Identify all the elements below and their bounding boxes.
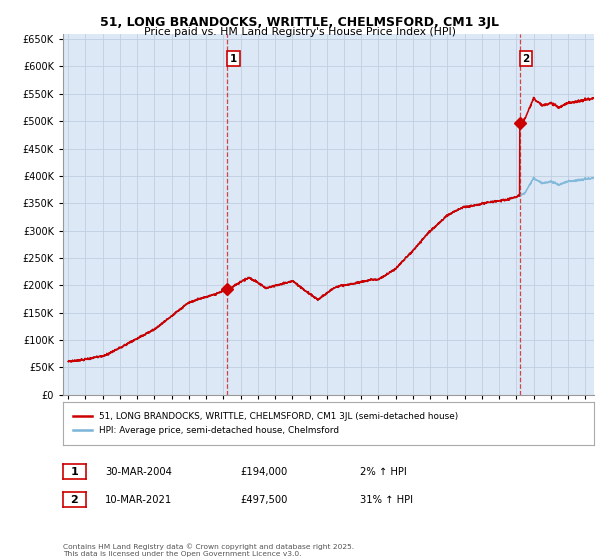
Text: £497,500: £497,500 <box>240 494 287 505</box>
Text: 2: 2 <box>522 54 530 64</box>
Text: 30-MAR-2004: 30-MAR-2004 <box>105 466 172 477</box>
Text: 2: 2 <box>71 494 78 505</box>
Text: Price paid vs. HM Land Registry's House Price Index (HPI): Price paid vs. HM Land Registry's House … <box>144 27 456 37</box>
Text: 51, LONG BRANDOCKS, WRITTLE, CHELMSFORD, CM1 3JL: 51, LONG BRANDOCKS, WRITTLE, CHELMSFORD,… <box>101 16 499 29</box>
Text: 10-MAR-2021: 10-MAR-2021 <box>105 494 172 505</box>
Text: 1: 1 <box>230 54 237 64</box>
Text: 1: 1 <box>71 466 78 477</box>
Text: £194,000: £194,000 <box>240 466 287 477</box>
Legend: 51, LONG BRANDOCKS, WRITTLE, CHELMSFORD, CM1 3JL (semi-detached house), HPI: Ave: 51, LONG BRANDOCKS, WRITTLE, CHELMSFORD,… <box>67 407 464 440</box>
Text: 2% ↑ HPI: 2% ↑ HPI <box>360 466 407 477</box>
Text: Contains HM Land Registry data © Crown copyright and database right 2025.
This d: Contains HM Land Registry data © Crown c… <box>63 544 354 557</box>
Text: 31% ↑ HPI: 31% ↑ HPI <box>360 494 413 505</box>
